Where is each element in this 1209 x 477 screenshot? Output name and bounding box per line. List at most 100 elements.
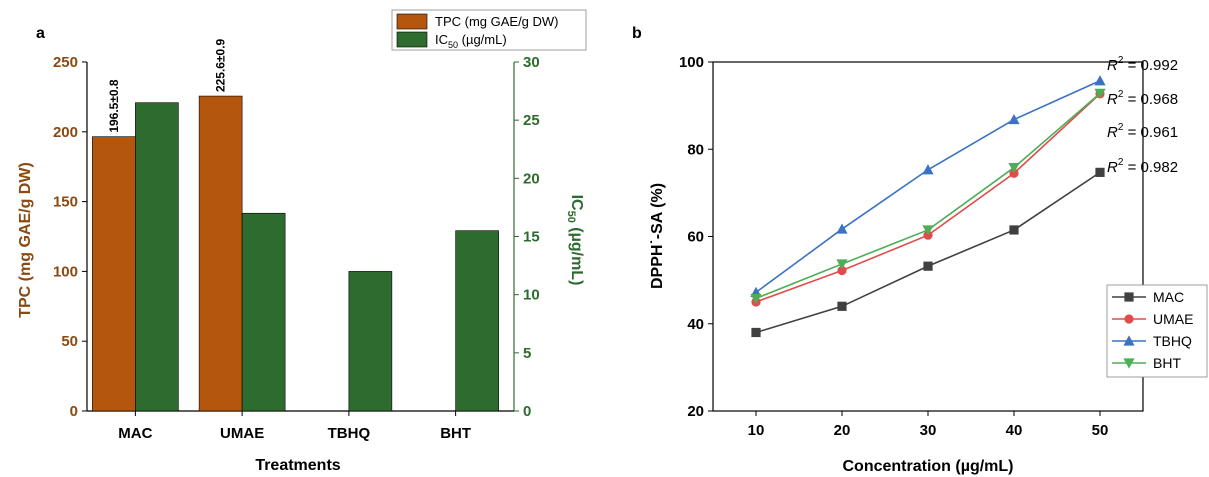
left-y-tick-label: 50	[61, 333, 78, 350]
x-axis-title: Treatments	[255, 457, 340, 474]
series-line-tbhq	[755, 80, 1101, 293]
subscript-50: 50	[448, 40, 458, 50]
x-tick-label: 30	[920, 422, 937, 439]
r2-value: = 0.982	[1123, 159, 1178, 176]
legend-swatch-tpc	[396, 13, 428, 30]
x-tick-label: UMAE	[220, 425, 264, 442]
legend-label-bht: BHT	[1153, 355, 1181, 371]
bar-ic50	[348, 271, 393, 412]
data-point-mac	[923, 261, 933, 271]
legend-marker-bht	[1123, 358, 1135, 369]
right-y-ticks: 0 5 10 15 20 25 30	[514, 54, 540, 420]
data-point-umae	[1009, 168, 1019, 178]
legend-label-tpc: TPC (mg GAE/g DW)	[435, 14, 559, 29]
bar-chart: 0 50 100 150 200 250 0 5 10 15 20 25 30 196.5±0.8 22…	[17, 9, 587, 474]
r2-superscript: 2	[1118, 89, 1124, 100]
label-rest: (µg/mL)	[568, 223, 585, 286]
legend-label-mac: MAC	[1153, 289, 1184, 305]
x-tick-label: 40	[1006, 422, 1023, 439]
x-tick-label: 10	[748, 422, 765, 439]
legend-box	[1106, 284, 1208, 378]
data-point-tbhq	[922, 164, 934, 175]
bar-tpc	[92, 136, 136, 412]
r2-superscript: 2	[1118, 55, 1124, 66]
right-y-tick-label: 0	[523, 403, 531, 420]
r2-symbol: R	[1107, 57, 1118, 74]
x-ticks: MAC UMAE TBHQ BHT	[118, 411, 471, 442]
r2-label-bht: R2 = 0.968	[1107, 89, 1178, 108]
y-tick-label: 80	[687, 141, 704, 158]
data-point-mac	[1095, 167, 1105, 177]
subscript-50: 50	[565, 211, 577, 223]
data-point-bht	[836, 259, 848, 270]
right-y-axis-title: IC50 (µg/mL)	[565, 195, 585, 286]
legend: MAC UMAE TBHQ BHT	[1106, 284, 1208, 378]
left-y-axis-title: TPC (mg GAE/g DW)	[17, 162, 34, 318]
right-y-tick-label: 20	[523, 170, 540, 187]
legend-label-umae: UMAE	[1153, 311, 1193, 327]
r2-label-mac: R2 = 0.982	[1107, 157, 1178, 176]
x-ticks: 10 20 30 40 50	[748, 411, 1108, 439]
data-point-mac	[837, 301, 847, 311]
bars: 196.5±0.8 225.6±0.9	[92, 38, 499, 412]
r2-superscript: 2	[1118, 122, 1124, 133]
x-axis-title: Concentration (µg/mL)	[843, 458, 1014, 475]
right-y-tick-label: 30	[523, 54, 540, 71]
left-y-tick-label: 0	[70, 403, 78, 420]
label-rest: (µg/mL)	[458, 32, 507, 47]
series-line-mac	[755, 171, 1101, 334]
y-tick-label: 20	[687, 403, 704, 420]
r2-symbol: R	[1107, 124, 1118, 141]
right-y-tick-label: 25	[523, 112, 540, 129]
data-point-bht	[1094, 88, 1106, 100]
x-tick-label: MAC	[118, 425, 152, 442]
data-point-mac	[751, 327, 761, 338]
x-tick-label: BHT	[440, 425, 471, 442]
r2-value: = 0.968	[1123, 91, 1178, 108]
r2-value: = 0.992	[1123, 57, 1178, 74]
legend-label-tbhq: TBHQ	[1153, 333, 1192, 349]
data-point-bht	[1008, 162, 1020, 174]
data-point-bht	[750, 293, 762, 305]
left-y-tick-label: 200	[53, 124, 78, 141]
legend: TPC (mg GAE/g DW) IC50 (µg/mL)	[391, 9, 587, 51]
data-point-tbhq	[1008, 113, 1020, 125]
right-y-tick-label: 15	[523, 229, 540, 246]
panel-label-b: b	[632, 25, 642, 42]
bar-tpc-data-label: 225.6±0.9	[214, 38, 228, 92]
y-axis-title: DPPH˙-SA (%)	[649, 183, 666, 289]
r2-value: = 0.961	[1123, 124, 1178, 141]
right-y-tick-label: 10	[523, 287, 540, 304]
bar-ic50	[241, 212, 286, 412]
r2-superscript: 2	[1118, 157, 1124, 168]
left-y-ticks: 0 50 100 150 200 250	[53, 54, 87, 420]
r2-symbol: R	[1107, 91, 1118, 108]
data-point-tbhq	[836, 223, 848, 234]
bar-ic50	[135, 102, 179, 412]
legend-marker-umae	[1124, 314, 1134, 324]
y-tick-label: 40	[687, 316, 704, 333]
right-y-axis-title-text: IC50 (µg/mL)	[565, 195, 585, 286]
r2-symbol: R	[1107, 159, 1118, 176]
left-y-tick-label: 100	[53, 263, 78, 280]
data-point-tbhq	[1094, 75, 1106, 86]
bar-tpc-data-label: 196.5±0.8	[107, 79, 121, 133]
data-point-umae	[837, 265, 847, 276]
data-point-mac	[1009, 225, 1019, 235]
series	[750, 75, 1106, 338]
left-y-tick-label: 150	[53, 194, 78, 211]
x-tick-label: TBHQ	[328, 425, 371, 442]
legend-marker-tbhq	[1123, 335, 1135, 346]
y-tick-label: 60	[687, 229, 704, 246]
y-ticks: 20 40 60 80 100	[679, 54, 713, 420]
panel-label-a: a	[36, 25, 45, 42]
legend-swatch-ic50	[396, 31, 428, 48]
right-y-tick-label: 5	[523, 345, 531, 362]
data-point-bht	[922, 225, 934, 236]
legend-marker-mac	[1124, 292, 1134, 302]
r2-label-tbhq: R2 = 0.992	[1107, 55, 1178, 74]
